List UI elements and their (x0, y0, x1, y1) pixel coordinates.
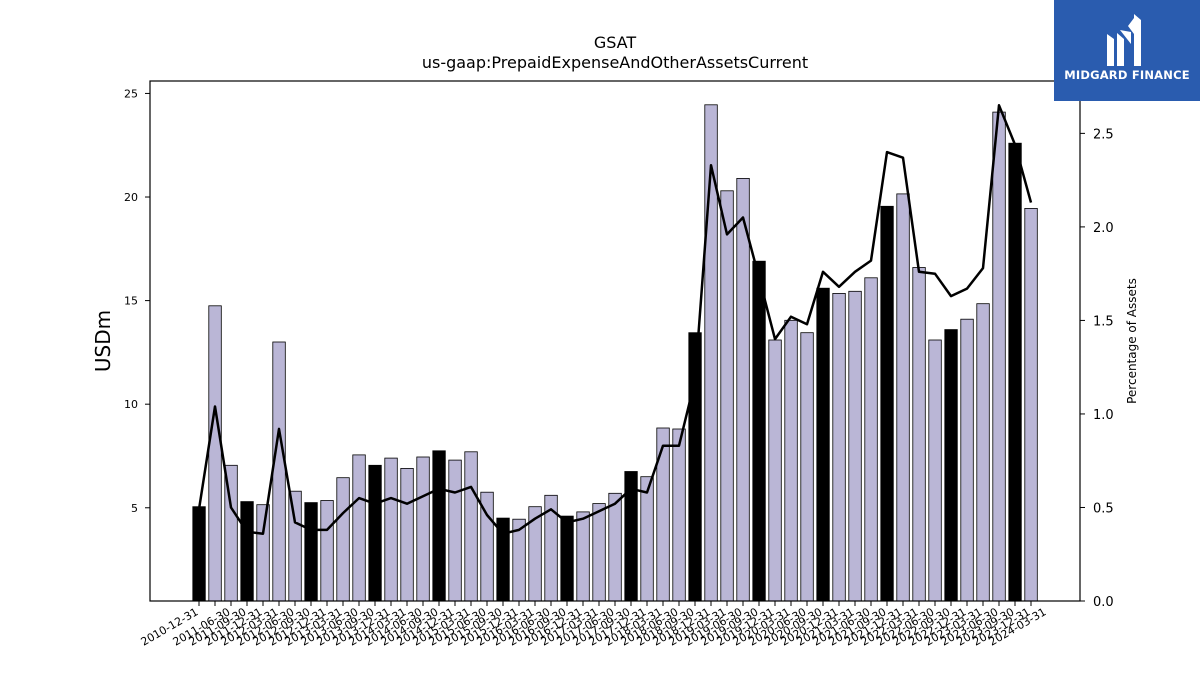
bar-2018-06-30 (672, 428, 686, 602)
bar-2017-12-31 (640, 476, 654, 602)
y2-tick-label: 0.0 (1093, 595, 1114, 610)
pct-of-assets-line (197, 104, 1033, 535)
bar-2018-03-31 (656, 427, 670, 602)
bar-2020-06-30 (800, 332, 814, 602)
x-axis: 2010-12-312011-06-302011-09-302011-12-31… (139, 601, 1049, 649)
bar-2010-12-31 (192, 506, 206, 602)
y-tick-label: 20 (124, 191, 138, 204)
midgard-logo-icon (1107, 14, 1141, 66)
bar-2013-06-30 (352, 454, 366, 602)
bar-2013-12-31 (384, 457, 398, 602)
bar-2019-06-30 (736, 177, 750, 602)
bar-2023-03-31 (976, 303, 990, 602)
y-tick-label: 5 (131, 502, 138, 515)
y2-axis-label: Percentage of Assets (1125, 278, 1139, 404)
bar-2021-06-30 (864, 277, 878, 602)
y2-tick-label: 2.0 (1093, 221, 1114, 236)
chart-subtitle: us-gaap:PrepaidExpenseAndOtherAssetsCurr… (422, 53, 808, 72)
bar-2019-09-30 (752, 260, 766, 602)
bar-2017-03-31 (592, 503, 606, 602)
y-axis-left: 5 10 15 20 25 (124, 87, 150, 515)
midgard-finance-logo: MIDGARD FINANCE (1054, 0, 1200, 101)
bar-2022-09-30 (944, 329, 958, 602)
bar-2013-09-30 (368, 464, 382, 602)
y2-tick-label: 1.5 (1093, 314, 1114, 329)
bar-2016-09-30 (560, 515, 574, 602)
bar-2011-09-30 (240, 501, 254, 602)
bar-2022-03-31 (912, 267, 926, 602)
bar-2011-12-31 (256, 504, 270, 602)
bar-2021-03-31 (848, 290, 862, 602)
y-axis-label: USDm (91, 310, 115, 372)
bar-2021-09-30 (880, 205, 894, 602)
bar-2012-06-30 (288, 490, 302, 602)
bar-2023-06-30 (992, 111, 1006, 602)
bar-2013-03-31 (336, 477, 350, 602)
bar-2021-12-31 (896, 193, 910, 602)
bar-2014-12-31 (448, 459, 462, 602)
bar-2016-12-31 (576, 511, 590, 602)
bar-2012-12-31 (320, 500, 334, 602)
y2-tick-label: 1.0 (1093, 408, 1114, 423)
bar-2011-03-31 (208, 305, 222, 602)
bar-2012-09-30 (304, 502, 318, 602)
y2-tick-label: 2.5 (1093, 127, 1114, 142)
logo-text: MIDGARD FINANCE (1064, 68, 1190, 82)
bar-2023-09-30 (1008, 142, 1022, 602)
bar-2020-12-31 (832, 292, 846, 602)
y2-tick-label: 0.5 (1093, 501, 1114, 516)
bar-2022-12-31 (960, 318, 974, 602)
y-tick-label: 10 (124, 398, 138, 411)
y-tick-label: 15 (124, 295, 138, 308)
bar-2017-06-30 (608, 492, 622, 602)
bar-2019-03-31 (720, 190, 734, 602)
y-tick-label: 25 (124, 87, 138, 100)
chart-title: GSAT (594, 33, 637, 52)
y-axis-right: 0.0 0.5 1.0 1.5 2.0 2.5 (1080, 127, 1114, 610)
bar-2020-09-30 (816, 287, 830, 602)
bar-2023-12-31 (1024, 207, 1038, 602)
bar-2014-03-31 (400, 467, 414, 602)
bar-2012-03-31 (272, 341, 286, 602)
bar-2022-06-30 (928, 339, 942, 602)
bar-2019-12-31 (768, 339, 782, 602)
bar-2020-03-31 (784, 319, 798, 602)
bar-2015-03-31 (464, 451, 478, 602)
bar-series (192, 104, 1038, 602)
bar-2014-06-30 (416, 456, 430, 602)
bar-2014-09-30 (432, 450, 446, 602)
